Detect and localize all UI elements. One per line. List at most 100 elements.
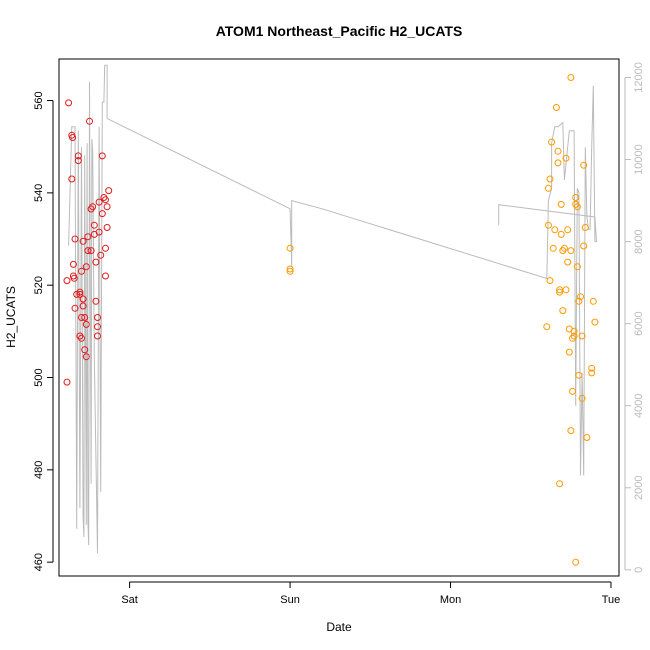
data-point-red xyxy=(90,221,98,229)
data-point-red xyxy=(74,157,82,165)
data-point-red xyxy=(79,302,87,310)
data-point-orange xyxy=(564,226,572,234)
data-point-red xyxy=(87,247,95,255)
data-point-red xyxy=(94,314,101,321)
data-point-red xyxy=(71,304,79,312)
points-layer xyxy=(63,74,599,566)
chart-title: ATOM1 Northeast_Pacific H2_UCATS xyxy=(216,23,463,39)
data-point-orange xyxy=(562,286,570,294)
data-point-red xyxy=(102,244,109,252)
data-point-orange xyxy=(567,74,575,81)
data-point-orange xyxy=(544,184,552,192)
data-point-red xyxy=(63,378,71,386)
data-point-orange xyxy=(564,258,572,266)
data-point-red xyxy=(105,187,113,195)
data-point-orange xyxy=(554,147,562,155)
data-point-red xyxy=(102,272,109,280)
data-point-red xyxy=(71,235,79,243)
data-point-red xyxy=(63,277,71,285)
x-tick-label: Sat xyxy=(121,594,138,606)
y-right-tick-label: 2000 xyxy=(633,476,645,500)
data-point-orange xyxy=(286,267,294,275)
y-left-tick-label: 560 xyxy=(33,91,45,109)
x-tick-label: Tue xyxy=(602,594,621,606)
y-left-tick-label: 480 xyxy=(33,461,45,479)
data-point-red xyxy=(82,320,90,328)
data-point-red xyxy=(84,247,92,255)
altitude-layer xyxy=(68,64,598,554)
data-point-orange xyxy=(559,307,567,315)
axes-layer: Sat Sun Mon Tue 460 480 500 520 540 560 0 2000 4000 6… xyxy=(33,62,645,606)
data-point-orange xyxy=(560,244,568,252)
data-point-red xyxy=(70,274,78,282)
data-point-orange xyxy=(588,369,596,377)
data-point-red xyxy=(89,203,97,211)
y-left-tick-label: 540 xyxy=(33,184,45,202)
data-point-orange xyxy=(580,242,588,250)
y-right-tick-label: 12000 xyxy=(633,62,645,93)
data-point-orange xyxy=(562,154,570,162)
data-point-red xyxy=(69,134,77,141)
data-point-orange xyxy=(567,247,575,255)
data-point-red xyxy=(78,334,85,342)
data-point-orange xyxy=(569,387,576,395)
data-point-orange xyxy=(591,318,599,326)
data-point-orange xyxy=(573,263,581,271)
data-point-orange xyxy=(570,327,578,335)
data-point-orange xyxy=(572,194,580,201)
data-point-orange xyxy=(583,434,591,441)
data-point-red xyxy=(94,323,101,331)
plot-frame xyxy=(58,58,620,577)
data-point-red xyxy=(94,332,101,340)
data-point-orange xyxy=(580,161,588,169)
data-point-red xyxy=(81,346,89,354)
data-point-red xyxy=(103,224,111,231)
data-point-orange xyxy=(546,175,554,183)
y-axis-title: H2_UCATS xyxy=(4,286,18,348)
data-point-red xyxy=(92,297,100,305)
data-point-red xyxy=(69,260,77,268)
data-point-red xyxy=(84,233,92,241)
data-point-red xyxy=(76,290,84,298)
data-point-orange xyxy=(588,364,596,372)
data-point-orange xyxy=(557,230,565,238)
y-left-tick-label: 460 xyxy=(33,553,45,571)
data-point-orange xyxy=(575,371,583,379)
data-point-red xyxy=(92,258,100,266)
data-point-red xyxy=(98,152,106,160)
data-point-orange xyxy=(544,221,552,229)
data-point-orange xyxy=(573,203,581,211)
data-point-red xyxy=(81,314,89,321)
data-point-red xyxy=(102,196,109,204)
data-point-red xyxy=(95,198,103,206)
data-point-orange xyxy=(552,104,560,111)
data-point-orange xyxy=(578,394,586,402)
data-point-red xyxy=(79,295,87,303)
data-point-orange xyxy=(567,427,575,435)
data-point-orange xyxy=(548,138,556,146)
data-point-orange xyxy=(589,297,597,305)
x-tick-label: Sun xyxy=(280,594,300,606)
data-point-orange xyxy=(543,323,551,331)
data-point-red xyxy=(82,263,90,271)
data-point-red xyxy=(76,288,84,296)
data-point-orange xyxy=(575,297,583,305)
data-point-red xyxy=(78,314,85,321)
altitude-trace-line xyxy=(68,64,598,554)
data-point-orange xyxy=(556,480,564,488)
data-point-orange xyxy=(577,293,584,301)
data-point-orange xyxy=(581,224,589,231)
y-right-tick-label: 10000 xyxy=(633,144,645,175)
data-point-red xyxy=(103,203,111,211)
data-point-red xyxy=(79,237,87,245)
y-right-tick-label: 4000 xyxy=(633,393,645,417)
data-point-orange xyxy=(556,288,564,296)
y-left-tick-label: 500 xyxy=(33,368,45,386)
data-point-red xyxy=(95,228,103,236)
data-point-orange xyxy=(557,200,565,208)
data-point-red xyxy=(74,152,82,160)
data-point-red xyxy=(97,251,105,259)
data-point-red xyxy=(82,353,90,361)
